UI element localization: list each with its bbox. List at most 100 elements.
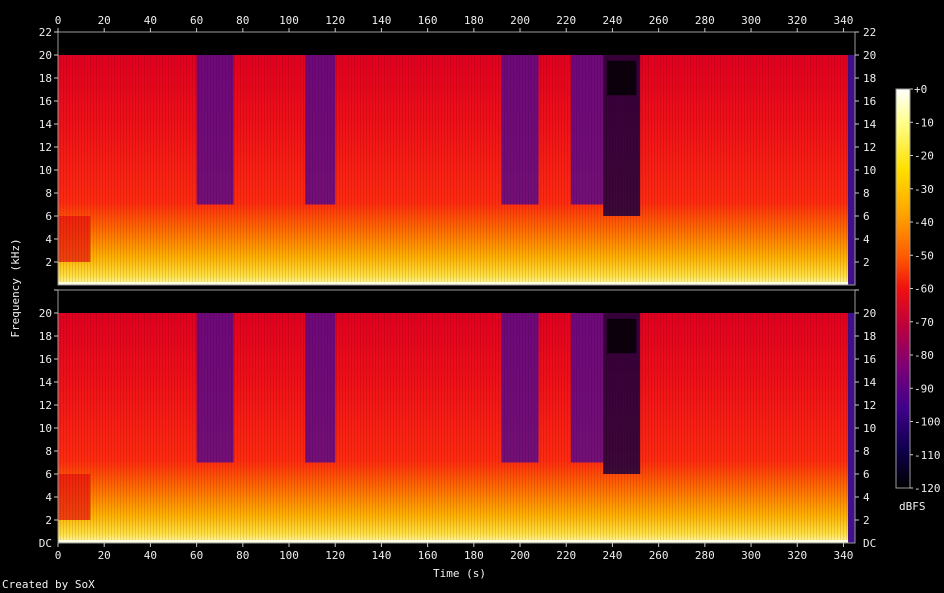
x-tick-label-top: 260 <box>649 14 669 27</box>
y-tick-label-left: 10 <box>39 164 52 177</box>
colorbar-tick-label: +0 <box>914 83 927 96</box>
x-tick-label-bottom: 200 <box>510 549 530 562</box>
trail-off-region <box>848 313 855 543</box>
colorbar-tick-label: -60 <box>914 283 934 296</box>
y-tick-label-right: 10 <box>863 164 876 177</box>
y-tick-label-right: 14 <box>863 376 877 389</box>
x-tick-label-top: 60 <box>190 14 203 27</box>
colorbar-tick-label: -90 <box>914 382 934 395</box>
x-tick-label-top: 300 <box>741 14 761 27</box>
y-tick-label-right: 2 <box>863 514 870 527</box>
x-tick-label-bottom: 60 <box>190 549 203 562</box>
y-tick-label-left: 10 <box>39 422 52 435</box>
y-tick-label-left: 8 <box>45 445 52 458</box>
y-tick-label-left: 16 <box>39 353 52 366</box>
y-tick-label-left: 20 <box>39 49 52 62</box>
x-tick-label-top: 160 <box>418 14 438 27</box>
y-tick-label-right: 22 <box>863 26 876 39</box>
colorbar-tick-label: -50 <box>914 249 934 262</box>
x-tick-label-bottom: 0 <box>55 549 62 562</box>
y-tick-label-right: 6 <box>863 210 870 223</box>
y-axis-label: Frequency (kHz) <box>9 238 22 338</box>
x-tick-label-bottom: 300 <box>741 549 761 562</box>
y-tick-label-left: 12 <box>39 399 52 412</box>
y-tick-label-right: 6 <box>863 468 870 481</box>
y-tick-label-dc-right: DC <box>863 537 876 550</box>
y-tick-label-right: 20 <box>863 307 876 320</box>
x-tick-label-bottom: 20 <box>98 549 111 562</box>
x-tick-label-bottom: 40 <box>144 549 157 562</box>
trail-off-region <box>848 55 855 285</box>
panel-frame <box>57 289 856 544</box>
y-tick-label-right: 4 <box>863 491 870 504</box>
colorbar-tick-label: -70 <box>914 316 934 329</box>
y-tick-label-left: 4 <box>45 491 52 504</box>
x-tick-label-top: 320 <box>787 14 807 27</box>
y-tick-label-right: 16 <box>863 95 876 108</box>
x-tick-label-top: 20 <box>98 14 111 27</box>
y-tick-label-right: 14 <box>863 118 877 131</box>
colorbar-units-label: dBFS <box>899 500 926 513</box>
x-tick-label-top: 120 <box>325 14 345 27</box>
y-tick-label-left: 20 <box>39 307 52 320</box>
y-tick-label-left: 12 <box>39 141 52 154</box>
colorbar-tick-label: -120 <box>914 482 941 495</box>
y-tick-label-left: 14 <box>39 376 53 389</box>
x-tick-label-bottom: 320 <box>787 549 807 562</box>
x-tick-label-bottom: 160 <box>418 549 438 562</box>
y-tick-label-left: 8 <box>45 187 52 200</box>
colorbar-tick-label: -30 <box>914 183 934 196</box>
y-tick-label-right: 12 <box>863 141 876 154</box>
colorbar-tick-label: -10 <box>914 116 934 129</box>
x-tick-label-top: 140 <box>371 14 391 27</box>
colorbar-tick-label: -100 <box>914 416 941 429</box>
x-tick-label-bottom: 180 <box>464 549 484 562</box>
y-tick-label-right: 18 <box>863 72 876 85</box>
x-tick-label-bottom: 80 <box>236 549 249 562</box>
x-tick-label-top: 100 <box>279 14 299 27</box>
y-tick-label-right: 18 <box>863 330 876 343</box>
streak-texture <box>58 55 849 285</box>
x-tick-label-top: 80 <box>236 14 249 27</box>
x-axis-label: Time (s) <box>433 567 486 580</box>
colorbar-tick-label: -40 <box>914 216 934 229</box>
y-tick-label-left: 4 <box>45 233 52 246</box>
panel-frame <box>57 31 856 286</box>
x-tick-label-top: 280 <box>695 14 715 27</box>
colorbar-tick-label: -20 <box>914 150 934 163</box>
y-tick-label-left: 16 <box>39 95 52 108</box>
x-tick-label-top: 40 <box>144 14 157 27</box>
spectrogram-panel-2 <box>57 289 856 544</box>
y-tick-label-left: 2 <box>45 514 52 527</box>
x-tick-label-top: 180 <box>464 14 484 27</box>
y-tick-label-right: 2 <box>863 256 870 269</box>
x-tick-label-bottom: 280 <box>695 549 715 562</box>
streak-texture <box>58 313 849 543</box>
y-tick-label-left: 14 <box>39 118 53 131</box>
x-tick-label-top: 240 <box>602 14 622 27</box>
y-tick-label-left: 6 <box>45 468 52 481</box>
colorbar <box>896 89 910 488</box>
y-tick-label-left: 6 <box>45 210 52 223</box>
x-tick-label-bottom: 220 <box>556 549 576 562</box>
y-tick-label-right: 8 <box>863 187 870 200</box>
y-tick-label-right: 4 <box>863 233 870 246</box>
x-tick-label-top: 0 <box>55 14 62 27</box>
dc-band <box>58 282 849 285</box>
x-tick-label-bottom: 260 <box>649 549 669 562</box>
y-tick-label-right: 16 <box>863 353 876 366</box>
y-tick-label-left: 18 <box>39 72 52 85</box>
x-tick-label-top: 200 <box>510 14 530 27</box>
credit-note: Created by SoX <box>2 578 95 591</box>
x-tick-label-top: 220 <box>556 14 576 27</box>
dc-band <box>58 540 849 543</box>
y-tick-label-dc-left: DC <box>39 537 52 550</box>
y-tick-label-left: 2 <box>45 256 52 269</box>
x-tick-label-bottom: 120 <box>325 549 345 562</box>
y-tick-label-right: 20 <box>863 49 876 62</box>
y-tick-label-left: 18 <box>39 330 52 343</box>
y-tick-label-left: 22 <box>39 26 52 39</box>
colorbar-tick-label: -80 <box>914 349 934 362</box>
x-tick-label-bottom: 340 <box>834 549 854 562</box>
